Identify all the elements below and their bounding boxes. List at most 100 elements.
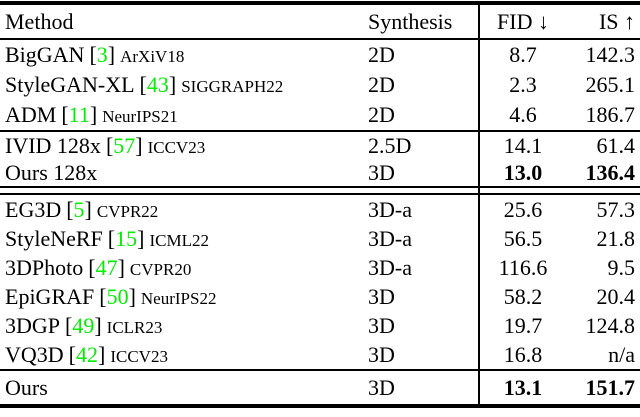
citation-number: 50 — [106, 283, 129, 309]
synthesis-cell: 2.5D — [368, 132, 412, 158]
citation-link[interactable]: [43] — [140, 72, 177, 97]
method-cell: EG3D [5] CVPR22 — [0, 197, 368, 223]
table-header-row: Method Synthesis FID ↓ IS ↑ — [0, 5, 640, 38]
is-cell: 136.4 — [585, 159, 636, 185]
citation-bracket-open: [ — [65, 312, 73, 338]
table-row: 3DPhoto [47] CVPR20 3D-a 116.6 9.5 — [0, 253, 640, 282]
single-group-rule — [0, 130, 640, 132]
citation-link[interactable]: [15] — [108, 226, 145, 251]
citation-bracket-close: ] — [84, 196, 92, 222]
venue-label: CVPR20 — [129, 259, 192, 279]
citation-link[interactable]: [11] — [61, 102, 97, 127]
citation-link[interactable]: [42] — [69, 342, 106, 367]
is-cell: 20.4 — [596, 283, 636, 309]
citation-number: 42 — [76, 341, 98, 367]
table-bottom-rule — [0, 404, 640, 408]
fid-cell: 2.3 — [509, 72, 537, 97]
is-cell: 61.4 — [596, 132, 636, 158]
table-row: EpiGRAF [50] NeurIPS22 3D 58.2 20.4 — [0, 282, 640, 311]
venue-label: CVPR22 — [96, 201, 159, 221]
citation-bracket-open: [ — [89, 42, 97, 67]
citation-bracket-close: ] — [98, 341, 106, 367]
table-row: Ours 3D 13.1 151.7 — [0, 371, 640, 404]
single-group-rule — [0, 369, 640, 371]
table-row: StyleGAN-XL [43] SIGGRAPH22 2D 2.3 265.1 — [0, 70, 640, 100]
citation-number: 11 — [68, 102, 90, 127]
venue-label: ICLR23 — [106, 317, 163, 337]
synthesis-cell: 3D — [368, 312, 395, 338]
table-row: BigGAN [3] ArXiV18 2D 8.7 142.3 — [0, 40, 640, 70]
method-cell: StyleNeRF [15] ICML22 — [0, 226, 368, 252]
citation-bracket-close: ] — [94, 312, 102, 338]
synthesis-cell: 3D — [368, 341, 395, 367]
fid-cell: 58.2 — [503, 283, 543, 309]
venue-label: NeurIPS21 — [102, 107, 178, 126]
method-cell: EpiGRAF [50] NeurIPS22 — [0, 284, 368, 310]
citation-number: 5 — [73, 196, 85, 222]
method-name: EG3D — [5, 196, 62, 222]
synthesis-cell: 3D — [368, 159, 395, 185]
citation-bracket-open: [ — [61, 102, 69, 127]
header-synthesis: Synthesis — [368, 8, 453, 34]
venue-label: ICCV23 — [110, 346, 168, 366]
column-separator-line — [478, 5, 480, 404]
header-bottom-rule — [0, 38, 640, 40]
method-name: IVID 128x — [5, 132, 101, 158]
method-cell: ADM [11] NeurIPS21 — [0, 102, 368, 128]
table-row: ADM [11] NeurIPS21 2D 4.6 186.7 — [0, 100, 640, 130]
is-cell: 142.3 — [585, 42, 636, 67]
is-cell: 151.7 — [585, 374, 636, 400]
citation-number: 47 — [95, 254, 118, 280]
method-cell: 3DGP [49] ICLR23 — [0, 313, 368, 339]
method-cell: Ours 128x — [0, 160, 368, 186]
table-row: IVID 128x [57] ICCV23 2.5D 14.1 61.4 — [0, 132, 640, 159]
citation-number: 43 — [146, 72, 169, 97]
fid-cell: 19.7 — [503, 312, 543, 338]
method-cell: 3DPhoto [47] CVPR20 — [0, 255, 368, 281]
double-group-rule — [0, 186, 640, 195]
table-row: 3DGP [49] ICLR23 3D 19.7 124.8 — [0, 311, 640, 340]
citation-link[interactable]: [5] — [66, 197, 92, 222]
citation-bracket-close: ] — [89, 102, 98, 127]
method-cell: Ours — [0, 375, 368, 401]
method-name: Ours — [5, 374, 48, 400]
citation-bracket-close: ] — [135, 132, 143, 158]
synthesis-cell: 2D — [368, 72, 395, 97]
citation-bracket-open: [ — [105, 132, 114, 158]
citation-bracket-open: [ — [68, 341, 76, 367]
citation-bracket-close: ] — [128, 283, 136, 309]
is-cell: 186.7 — [585, 102, 636, 127]
citation-link[interactable]: [57] — [106, 133, 143, 158]
fid-cell: 25.6 — [503, 196, 543, 222]
citation-number: 57 — [113, 132, 136, 158]
venue-label: ICML22 — [149, 230, 209, 250]
citation-link[interactable]: [3] — [89, 42, 115, 67]
table-row: StyleNeRF [15] ICML22 3D-a 56.5 21.8 — [0, 224, 640, 253]
method-cell: StyleGAN-XL [43] SIGGRAPH22 — [0, 72, 368, 98]
citation-link[interactable]: [49] — [65, 313, 102, 338]
venue-label: ICCV23 — [147, 137, 206, 157]
method-name: BigGAN — [5, 42, 85, 67]
synthesis-cell: 3D-a — [368, 254, 412, 280]
venue-label: SIGGRAPH22 — [181, 77, 284, 96]
method-name: 3DPhoto — [5, 254, 84, 280]
is-cell: 9.5 — [607, 254, 636, 280]
fid-cell: 13.1 — [503, 374, 543, 400]
method-name: 3DGP — [5, 312, 61, 338]
citation-number: 3 — [96, 42, 108, 67]
citation-bracket-close: ] — [137, 225, 145, 251]
citation-link[interactable]: [47] — [88, 255, 125, 280]
method-cell: BigGAN [3] ArXiV18 — [0, 42, 368, 68]
fid-cell: 13.0 — [503, 159, 543, 185]
is-cell: 124.8 — [585, 312, 636, 338]
citation-number: 15 — [115, 225, 138, 251]
method-name: Ours 128x — [5, 159, 98, 185]
method-name: StyleGAN-XL — [5, 72, 135, 97]
synthesis-cell: 2D — [368, 42, 395, 67]
venue-label: NeurIPS22 — [140, 288, 217, 308]
citation-link[interactable]: [50] — [99, 284, 136, 309]
table-row: Ours 128x 3D 13.0 136.4 — [0, 159, 640, 186]
is-cell: 265.1 — [585, 72, 636, 97]
synthesis-cell: 3D — [368, 283, 395, 309]
table-row: VQ3D [42] ICCV23 3D 16.8 n/a — [0, 340, 640, 369]
